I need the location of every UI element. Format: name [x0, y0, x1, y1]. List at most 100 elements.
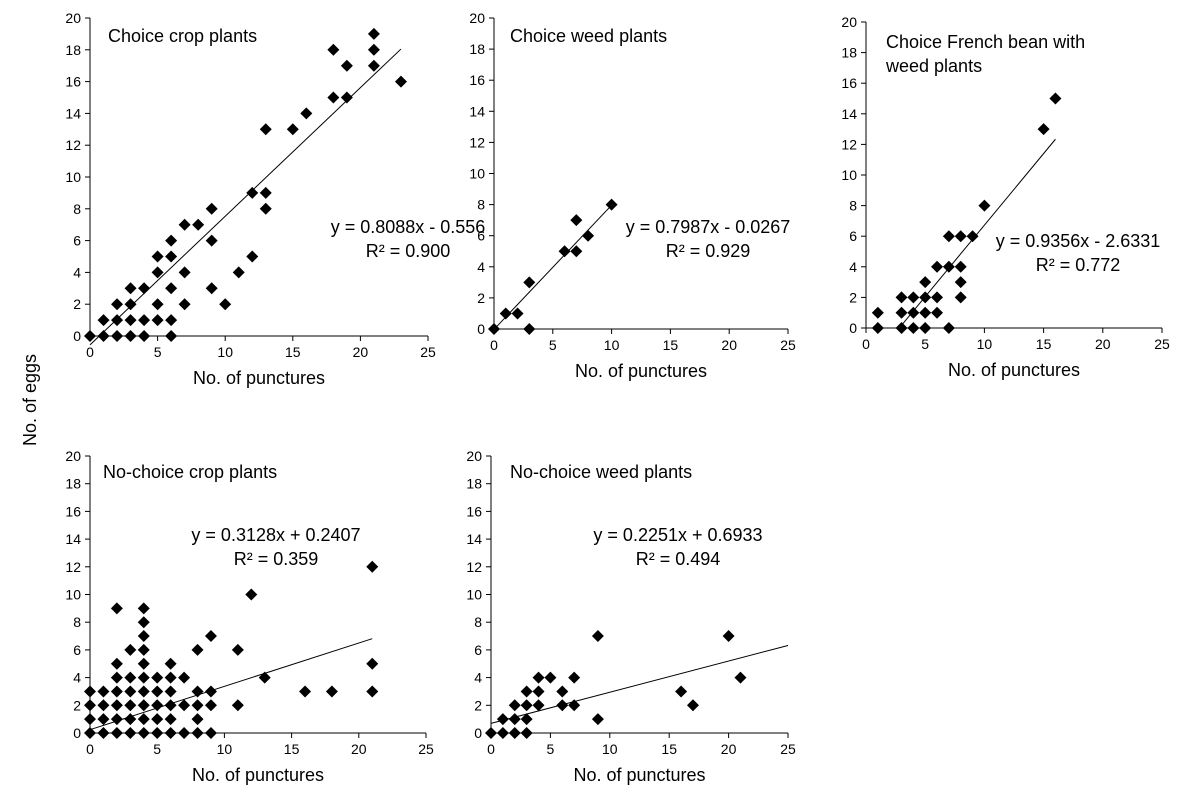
data-point: [722, 630, 735, 643]
data-point: [532, 671, 545, 684]
y-tick-label: 18: [65, 42, 81, 58]
panel-title: No-choice crop plants: [103, 462, 277, 482]
data-point: [124, 713, 137, 726]
x-tick-label: 10: [217, 344, 233, 360]
data-point: [137, 616, 150, 629]
data-point: [966, 230, 979, 243]
data-point: [942, 260, 955, 273]
data-point: [366, 560, 379, 573]
y-tick-label: 6: [477, 228, 485, 244]
trend-line: [490, 644, 789, 724]
regression-equation: y = 0.3128x + 0.2407: [191, 525, 360, 545]
data-point: [137, 643, 150, 656]
data-point: [895, 291, 908, 304]
x-tick-label: 20: [721, 741, 737, 757]
data-point: [496, 713, 509, 726]
data-point: [151, 699, 164, 712]
data-point: [151, 685, 164, 698]
y-tick-label: 20: [466, 448, 482, 464]
data-point: [520, 713, 533, 726]
r-squared-label: R² = 0.359: [234, 549, 319, 569]
y-tick-label: 0: [477, 321, 485, 337]
y-tick-label: 12: [65, 137, 81, 153]
data-point: [570, 245, 583, 258]
x-axis-title: No. of punctures: [192, 765, 324, 785]
y-tick-label: 10: [65, 169, 81, 185]
data-point: [138, 282, 151, 295]
data-point: [97, 699, 110, 712]
y-tick-label: 8: [73, 201, 81, 217]
x-tick-label: 15: [285, 344, 301, 360]
data-point: [496, 727, 509, 739]
data-point: [178, 298, 191, 311]
data-point: [124, 298, 137, 311]
trend-line: [89, 48, 402, 346]
data-point: [165, 250, 178, 263]
panel-title: Choice weed plants: [510, 26, 667, 46]
data-point: [1049, 92, 1062, 105]
x-axis-title: No. of punctures: [948, 360, 1080, 380]
data-point: [532, 685, 545, 698]
data-point: [523, 323, 536, 335]
data-point: [394, 75, 407, 88]
y-tick-label: 14: [65, 105, 81, 121]
data-point: [110, 602, 123, 615]
data-point: [124, 643, 137, 656]
data-point: [556, 685, 569, 698]
panel-title: Choice crop plants: [108, 26, 257, 46]
data-point: [907, 291, 920, 304]
data-point: [907, 306, 920, 319]
data-point: [231, 643, 244, 656]
data-point: [300, 107, 313, 120]
x-tick-label: 25: [780, 741, 796, 757]
data-point: [605, 198, 618, 211]
data-point: [907, 322, 920, 334]
data-point: [84, 699, 96, 712]
y-tick-label: 20: [65, 10, 81, 26]
y-tick-label: 20: [841, 14, 857, 30]
y-tick-label: 20: [65, 448, 81, 464]
regression-equation: y = 0.7987x - 0.0267: [626, 217, 791, 237]
y-tick-label: 4: [849, 259, 857, 275]
x-tick-label: 0: [487, 741, 495, 757]
y-tick-label: 18: [469, 41, 485, 57]
data-point: [110, 713, 123, 726]
data-point: [978, 199, 991, 212]
data-point: [137, 657, 150, 670]
data-point: [954, 230, 967, 243]
data-point: [97, 685, 110, 698]
y-tick-label: 12: [841, 136, 857, 152]
x-tick-label: 0: [86, 741, 94, 757]
y-tick-label: 8: [474, 614, 482, 630]
x-tick-label: 15: [1036, 336, 1052, 352]
data-point: [366, 657, 379, 670]
data-point: [556, 699, 569, 712]
y-tick-label: 0: [73, 328, 81, 344]
data-point: [204, 699, 217, 712]
x-tick-label: 10: [604, 337, 620, 353]
y-tick-label: 6: [73, 233, 81, 249]
data-point: [137, 685, 150, 698]
data-point: [137, 630, 150, 643]
scatter-panel: 0 2 4 6 8 10 12 14 16 18 20 0 5 10 15 20 25 No. of punctu…: [466, 448, 796, 785]
y-tick-label: 10: [469, 166, 485, 182]
data-point: [232, 266, 245, 279]
y-tick-label: 16: [65, 503, 81, 519]
data-point: [124, 727, 137, 739]
data-point: [178, 671, 191, 684]
x-tick-label: 20: [351, 741, 367, 757]
regression-equation: y = 0.9356x - 2.6331: [996, 231, 1161, 251]
x-tick-label: 20: [353, 344, 369, 360]
data-point: [110, 685, 123, 698]
y-tick-label: 12: [466, 559, 482, 575]
data-point: [558, 245, 571, 258]
y-tick-label: 8: [849, 198, 857, 214]
y-tick-label: 8: [477, 197, 485, 213]
data-point: [164, 699, 177, 712]
data-point: [259, 123, 272, 136]
regression-equation: y = 0.2251x + 0.6933: [593, 525, 762, 545]
data-point: [124, 685, 137, 698]
x-tick-label: 25: [420, 344, 436, 360]
x-axis-title: No. of punctures: [193, 368, 325, 388]
data-point: [138, 314, 151, 327]
